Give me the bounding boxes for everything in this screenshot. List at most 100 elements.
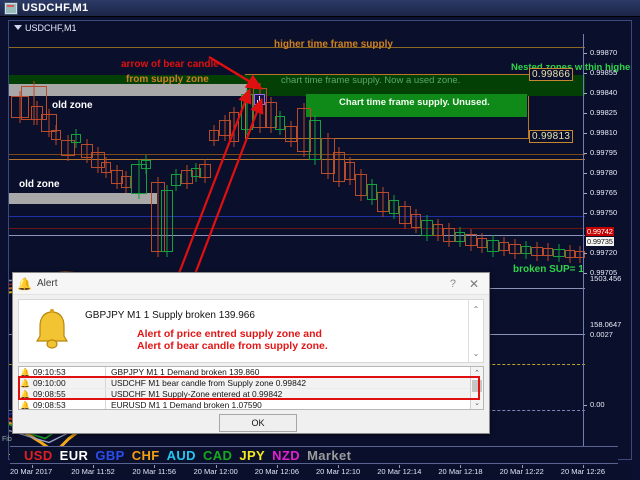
alert-dialog-title: Alert — [36, 278, 58, 289]
time-tick-mark — [276, 465, 278, 468]
scroll-down-icon[interactable]: ⌄ — [472, 348, 480, 358]
help-icon[interactable]: ? — [449, 277, 456, 290]
candlestick — [91, 147, 105, 173]
time-tick-mark — [93, 465, 95, 468]
bid-price-label: 0.99735 — [586, 237, 614, 246]
candlestick — [367, 179, 377, 205]
candlestick — [229, 107, 239, 147]
alert-message-scrollbar[interactable]: ⌃ ⌄ — [468, 300, 483, 362]
currency-item-market[interactable]: Market — [307, 447, 352, 463]
alert-row-time: 09:08:55 — [33, 389, 66, 399]
candlestick — [377, 187, 389, 217]
indicator-value-1: 158.0647 — [590, 320, 622, 329]
time-tick-label: 20 Mar 12:14 — [377, 467, 422, 476]
currency-item-cad[interactable]: CAD — [202, 447, 233, 463]
candlestick — [521, 241, 531, 259]
time-tick-mark — [582, 465, 584, 468]
column-divider — [105, 367, 106, 377]
row-bell-icon: 🔔 — [20, 400, 30, 410]
time-tick-label: 20 Mar 12:06 — [254, 467, 299, 476]
candlestick — [531, 242, 543, 261]
alert-row-time: 09:10:00 — [33, 378, 66, 388]
candlestick — [477, 233, 487, 253]
currency-item-gbp[interactable]: GBP — [95, 447, 125, 463]
annotation-higher-tf-supply: higher time frame supply — [274, 39, 393, 50]
alert-row[interactable]: 🔔 09:08:55 USDCHF M1 Supply-Zone entered a… — [19, 389, 483, 400]
time-tick-label: 20 Mar 12:18 — [438, 467, 483, 476]
annotation-arrow-of-bear-candle: arrow of bear candle — [121, 59, 219, 70]
candlestick — [297, 103, 311, 157]
candlestick — [411, 209, 421, 233]
currency-item-eur[interactable]: EUR — [59, 447, 89, 463]
unused-supply-zone-band — [306, 94, 527, 117]
indicator-value-2: 0.0027 — [590, 330, 613, 339]
currency-item-usd[interactable]: USD — [24, 447, 53, 463]
time-tick-mark — [154, 465, 156, 468]
candlestick — [389, 195, 399, 219]
alert-row[interactable]: 🔔 09:08:53 EURUSD M1 1 Demand broken 1.075… — [19, 400, 483, 410]
annotation-nested-zones: Nested zones within higher time frame su… — [511, 62, 631, 73]
window-title: USDCHF,M1 — [22, 2, 89, 14]
ref-line-dkred — [9, 228, 585, 229]
alert-row[interactable]: 🔔 09:10:00 USDCHF M1 bear candle from Supp… — [19, 378, 483, 389]
candlestick — [275, 111, 285, 135]
currency-item-jpy[interactable]: JPY — [239, 447, 266, 463]
close-icon[interactable]: ✕ — [468, 276, 479, 291]
time-tick-mark — [460, 465, 462, 468]
ok-button[interactable]: OK — [219, 414, 297, 432]
fib-label: Fib — [2, 436, 12, 443]
chart-symbol-tab[interactable]: USDCHF,M1 — [9, 21, 631, 34]
candlestick — [509, 239, 521, 259]
candlestick — [575, 246, 585, 263]
candlestick — [443, 223, 455, 247]
alert-row[interactable]: 🔔 09:10:53 GBPJPY M1 1 Demand broken 139.8… — [19, 367, 483, 378]
candlestick — [543, 243, 553, 261]
zone-top-price-box: 0.99866 — [529, 68, 574, 81]
chevron-down-icon[interactable] — [14, 25, 22, 30]
candlestick — [61, 135, 75, 161]
list-scroll-up-icon[interactable]: ⌃ — [471, 367, 483, 379]
candlestick — [71, 129, 81, 148]
time-tick-label: 20 Mar 11:52 — [71, 467, 115, 476]
currency-item-nzd[interactable]: NZD — [272, 447, 301, 463]
candlestick — [41, 109, 57, 137]
indicator-value-0: 1503.456 — [590, 274, 622, 283]
ref-line-gray — [9, 235, 585, 236]
chart-symbol-label: USDCHF,M1 — [25, 22, 77, 33]
time-tick-mark — [521, 465, 523, 468]
candlestick — [141, 155, 151, 174]
alert-list-scrollbar[interactable]: ⌃ ⌄ — [470, 367, 483, 409]
candlestick — [285, 121, 297, 147]
candlestick — [333, 147, 345, 187]
alert-message-panel: GBPJPY M1 1 Supply broken 139.966 Alert … — [18, 299, 484, 363]
alert-dialog[interactable]: 🔔 Alert ? ✕ GBPJPY M1 1 Supply broken 13… — [12, 272, 490, 434]
time-tick-mark — [215, 465, 217, 468]
time-tick-label: 20 Mar 11:56 — [132, 467, 177, 476]
currency-item-chf[interactable]: CHF — [131, 447, 160, 463]
scroll-up-icon[interactable]: ⌃ — [472, 304, 480, 314]
list-scroll-down-icon[interactable]: ⌄ — [471, 397, 483, 409]
candlestick — [345, 157, 355, 185]
currency-strength-bar[interactable]: USD EUR GBP CHF AUD CAD JPY NZD Market — [10, 446, 618, 464]
alert-red-note-line1: Alert of price entred supply zone and — [137, 328, 322, 340]
list-scroll-thumb[interactable] — [472, 380, 482, 392]
alert-red-note: Alert of price entred supply zone and Al… — [137, 328, 328, 352]
currency-item-aud[interactable]: AUD — [166, 447, 196, 463]
bear-candle-arrow-marker[interactable] — [254, 94, 265, 105]
window-titlebar: USDCHF,M1 — [0, 0, 640, 17]
alert-row-message: EURUSD M1 1 Demand broken 1.07590 — [111, 400, 262, 410]
time-tick-label: 20 Mar 12:22 — [499, 467, 544, 476]
alert-red-note-line2: Alert of bear candle from supply zone. — [137, 340, 328, 352]
time-tick-label: 20 Mar 2017 — [10, 467, 53, 476]
candlestick — [161, 185, 173, 257]
alert-history-list[interactable]: 🔔 09:10:53 GBPJPY M1 1 Demand broken 139.8… — [18, 366, 484, 410]
candlestick — [11, 91, 29, 123]
alert-row-time: 09:08:53 — [33, 400, 66, 410]
old-zone-band-upper — [9, 84, 247, 96]
price-scale[interactable]: 0.99870 0.99855 0.99840 0.99825 0.99810 0.997… — [583, 34, 631, 480]
row-bell-icon: 🔔 — [20, 389, 30, 399]
candlestick — [399, 201, 411, 229]
alert-headline: GBPJPY M1 1 Supply broken 139.966 — [85, 310, 255, 321]
annotation-old-zone-upper: old zone — [52, 100, 93, 111]
candlestick — [31, 101, 43, 125]
